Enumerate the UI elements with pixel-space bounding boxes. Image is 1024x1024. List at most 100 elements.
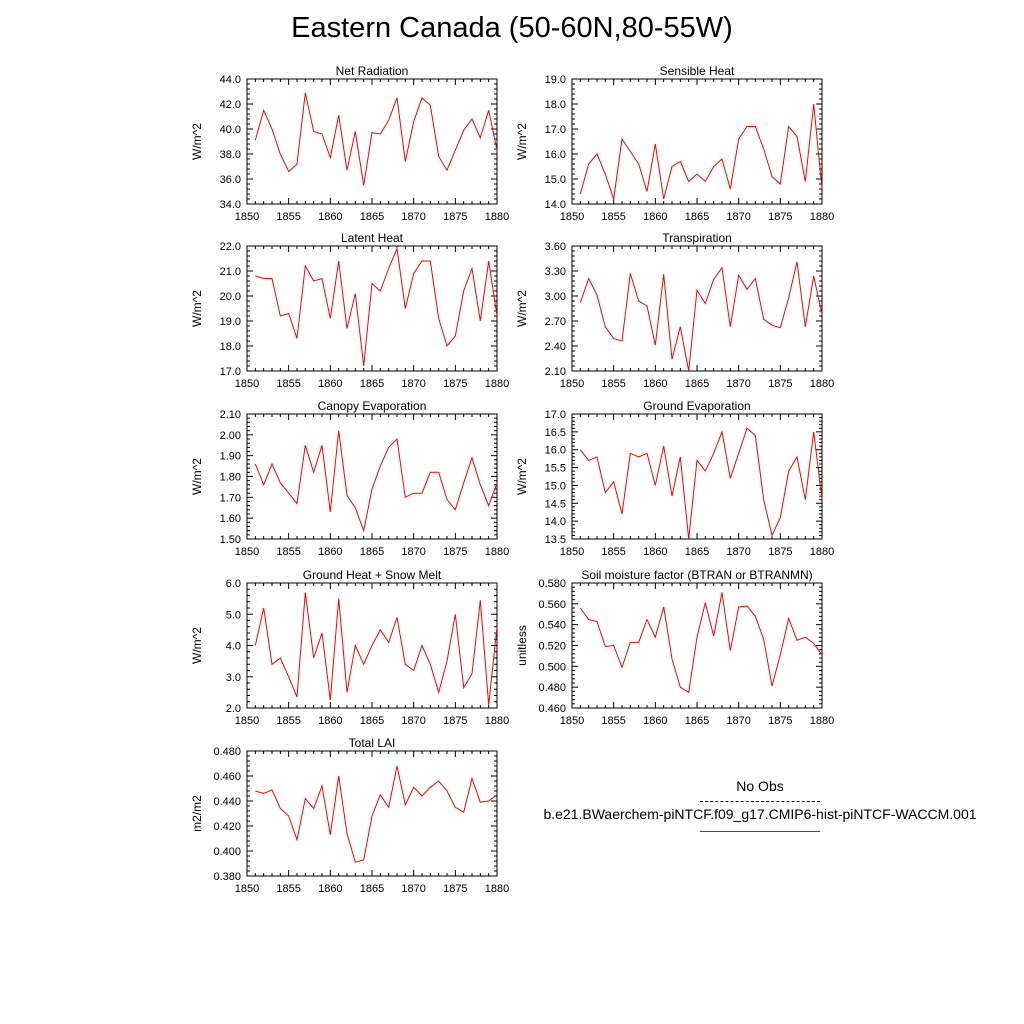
y-tick-label: 3.60 — [545, 241, 566, 253]
x-tick-label: 1880 — [810, 715, 834, 727]
y-tick-label: 16.5 — [545, 427, 566, 439]
x-tick-label: 1850 — [235, 883, 259, 895]
legend-label-no-obs: No Obs — [736, 778, 784, 794]
y-tick-label: 1.50 — [220, 534, 241, 546]
x-tick-label: 1855 — [276, 378, 300, 390]
x-tick-label: 1850 — [560, 211, 584, 223]
legend-swatch-no-obs — [700, 801, 820, 802]
x-tick-label: 1855 — [276, 211, 300, 223]
panel-title: Ground Heat + Snow Melt — [303, 568, 442, 582]
y-tick-label: 2.10 — [220, 409, 241, 421]
y-tick-label: 38.0 — [220, 149, 241, 161]
y-axis-label: W/m^2 — [190, 458, 204, 495]
x-tick-label: 1850 — [235, 715, 259, 727]
y-tick-label: 0.520 — [538, 641, 566, 653]
plot-frame — [246, 413, 498, 540]
x-tick-label: 1875 — [443, 378, 467, 390]
series-line — [254, 92, 498, 186]
x-tick-label: 1855 — [601, 715, 625, 727]
y-tick-label: 1.70 — [220, 492, 241, 504]
y-axis-label: unitless — [515, 625, 529, 666]
x-tick-label: 1850 — [235, 546, 259, 558]
y-tick-label: 16.0 — [545, 445, 566, 457]
plot-frame — [246, 750, 498, 877]
x-tick-label: 1865 — [360, 883, 384, 895]
y-tick-label: 0.560 — [538, 599, 566, 611]
x-tick-label: 1860 — [318, 546, 342, 558]
x-tick-label: 1880 — [485, 715, 509, 727]
x-tick-label: 1870 — [401, 883, 425, 895]
x-tick-label: 1880 — [485, 883, 509, 895]
plot-frame — [571, 245, 823, 372]
y-tick-label: 0.480 — [213, 746, 241, 758]
series-line — [254, 592, 498, 705]
y-tick-label: 34.0 — [220, 199, 241, 211]
y-tick-label: 16.0 — [545, 149, 566, 161]
y-tick-label: 20.0 — [220, 291, 241, 303]
y-axis-label: m2/m2 — [190, 795, 204, 832]
y-tick-label: 14.0 — [545, 199, 566, 211]
y-axis-label: W/m^2 — [190, 123, 204, 160]
x-tick-label: 1870 — [401, 378, 425, 390]
y-tick-label: 2.10 — [545, 366, 566, 378]
y-tick-label: 13.5 — [545, 534, 566, 546]
x-tick-label: 1850 — [235, 378, 259, 390]
chart-panel: Ground Heat + Snow Melt W/m^2 1850 1855 1860… — [190, 568, 509, 727]
x-tick-label: 1865 — [360, 715, 384, 727]
plot-frame — [571, 413, 823, 540]
y-tick-label: 0.400 — [213, 846, 241, 858]
x-tick-label: 1855 — [276, 715, 300, 727]
series-line — [579, 427, 823, 540]
y-tick-label: 0.420 — [213, 821, 241, 833]
x-tick-label: 1870 — [726, 211, 750, 223]
y-axis-label: W/m^2 — [515, 290, 529, 327]
x-tick-label: 1875 — [443, 883, 467, 895]
y-tick-label: 0.500 — [538, 661, 566, 673]
x-tick-label: 1860 — [318, 378, 342, 390]
x-tick-label: 1870 — [401, 546, 425, 558]
x-tick-label: 1850 — [235, 211, 259, 223]
y-tick-label: 2.00 — [220, 430, 241, 442]
chart-panel: Transpiration W/m^2 1850 1855 1860 1865 1870 18… — [515, 231, 834, 390]
y-tick-label: 22.0 — [220, 241, 241, 253]
x-tick-label: 1860 — [643, 211, 667, 223]
series-line — [579, 261, 823, 372]
series-line — [254, 430, 498, 533]
x-tick-label: 1870 — [726, 378, 750, 390]
series-line — [255, 246, 498, 367]
x-tick-label: 1880 — [485, 378, 509, 390]
x-tick-label: 1855 — [601, 378, 625, 390]
y-tick-label: 17.0 — [545, 409, 566, 421]
y-tick-label: 1.60 — [220, 513, 241, 525]
x-tick-label: 1860 — [318, 883, 342, 895]
y-tick-label: 18.0 — [220, 341, 241, 353]
y-tick-label: 5.0 — [226, 609, 241, 621]
y-tick-label: 0.440 — [213, 796, 241, 808]
panel-title: Transpiration — [662, 231, 732, 245]
x-tick-label: 1870 — [401, 211, 425, 223]
y-tick-label: 18.0 — [545, 99, 566, 111]
x-tick-label: 1880 — [810, 211, 834, 223]
x-tick-label: 1875 — [768, 378, 792, 390]
y-tick-label: 6.0 — [226, 578, 241, 590]
chart-panel: Canopy Evaporation W/m^2 1850 1855 1860 1865 1… — [190, 399, 509, 558]
panel-title: Net Radiation — [336, 64, 409, 78]
y-tick-label: 17.0 — [220, 366, 241, 378]
y-axis-label: W/m^2 — [190, 290, 204, 327]
chart-panel: Latent Heat W/m^2 1850 1855 1860 1865 1870 1875… — [190, 231, 509, 390]
y-axis-label: W/m^2 — [515, 123, 529, 160]
x-tick-label: 1855 — [276, 883, 300, 895]
x-tick-label: 1875 — [768, 715, 792, 727]
x-tick-label: 1880 — [810, 378, 834, 390]
panel-title: Soil moisture factor (BTRAN or BTRANMN) — [581, 568, 812, 582]
y-tick-label: 2.0 — [226, 703, 241, 715]
x-tick-label: 1865 — [685, 546, 709, 558]
y-tick-label: 40.0 — [220, 124, 241, 136]
x-tick-label: 1865 — [360, 546, 384, 558]
x-tick-label: 1855 — [601, 546, 625, 558]
x-tick-label: 1870 — [726, 715, 750, 727]
y-axis-label: W/m^2 — [190, 627, 204, 664]
series-line — [579, 592, 823, 694]
series-line — [255, 765, 498, 863]
